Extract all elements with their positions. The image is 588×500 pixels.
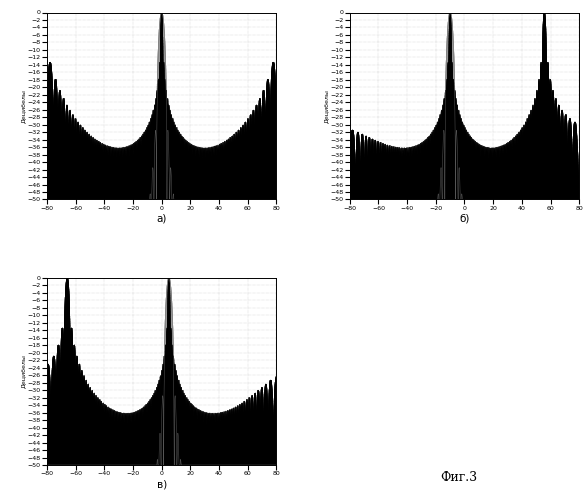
X-axis label: а): а) <box>156 214 167 224</box>
Y-axis label: Децибелы: Децибелы <box>324 89 329 123</box>
X-axis label: в): в) <box>156 479 167 489</box>
Y-axis label: Децибелы: Децибелы <box>21 89 26 123</box>
Y-axis label: Децибелы: Децибелы <box>21 354 26 388</box>
X-axis label: б): б) <box>459 214 470 224</box>
Text: Фиг.3: Фиг.3 <box>440 471 477 484</box>
